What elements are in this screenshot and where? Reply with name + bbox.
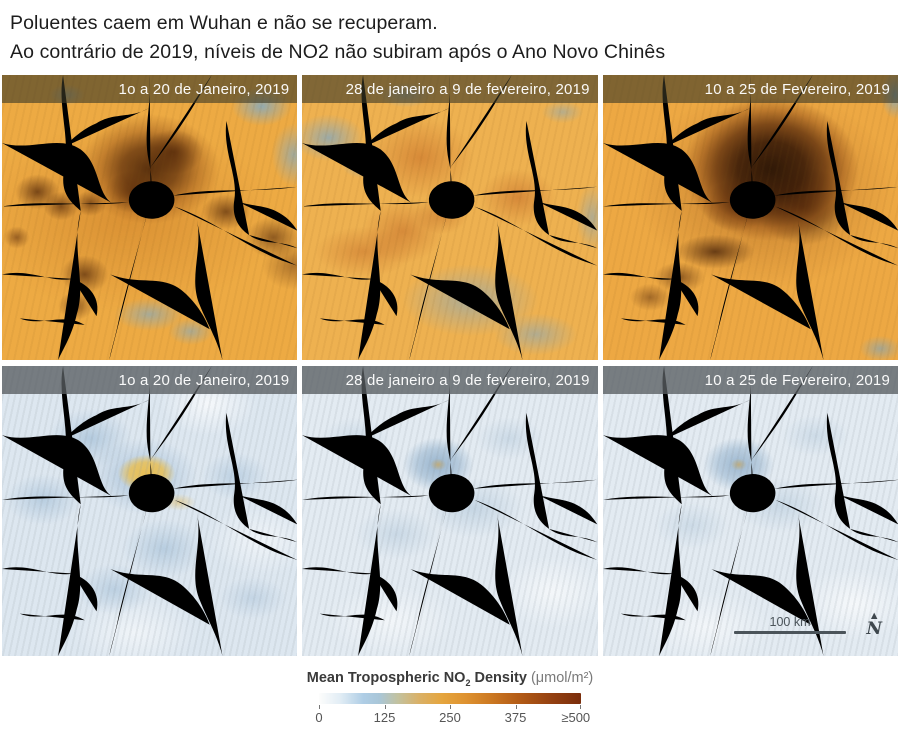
tick-label-0: 0	[315, 709, 323, 725]
map-panel-jan-low: 1o a 20 de Janeiro, 2019	[2, 366, 298, 656]
road-network	[602, 75, 898, 360]
tick-label-125: 125	[373, 709, 396, 725]
panel-date-band: 28 de janeiro a 9 de fevereiro, 2019	[302, 366, 598, 394]
map-panel-feb2-2019-high: 10 a 25 de Fevereiro, 2019	[602, 75, 898, 360]
tick-label-375: 375	[504, 709, 527, 725]
road-network	[302, 366, 598, 656]
panel-date-label: 1o a 20 de Janeiro, 2019	[118, 371, 290, 389]
map-panel-feb-2019-high: 28 de janeiro a 9 de fevereiro, 2019	[302, 75, 598, 360]
tick-label-500: ≥500	[561, 709, 591, 725]
headline-line-1: Poluentes caem em Wuhan e não se recuper…	[10, 12, 438, 34]
colorbar-legend: Mean Tropospheric NO2 Density (μmol/m²) …	[295, 670, 605, 726]
road-network	[2, 366, 298, 656]
map-panel-jan-2019-high: 1o a 20 de Janeiro, 2019	[2, 75, 298, 360]
scale-bar-line	[734, 631, 846, 634]
road-network	[602, 366, 898, 656]
legend-units: (μmol/m²)	[530, 670, 594, 686]
panel-date-label: 1o a 20 de Janeiro, 2019	[118, 80, 290, 98]
panel-date-label: 28 de janeiro a 9 de fevereiro, 2019	[345, 80, 590, 98]
panel-date-band: 28 de janeiro a 9 de fevereiro, 2019	[302, 75, 598, 103]
map-panel-feb-low: 10 a 25 de Fevereiro, 2019 100 km ▲ N	[602, 366, 898, 656]
panel-date-band: 1o a 20 de Janeiro, 2019	[2, 75, 298, 103]
panel-date-band: 10 a 25 de Fevereiro, 2019	[602, 366, 898, 394]
scale-bar: 100 km	[734, 615, 846, 634]
map-panel-janfeb-low: 28 de janeiro a 9 de fevereiro, 2019	[302, 366, 598, 656]
panel-date-label: 10 a 25 de Fevereiro, 2019	[704, 80, 890, 98]
north-label: N	[866, 619, 882, 639]
colorbar-gradient	[319, 692, 581, 704]
panel-date-label: 10 a 25 de Fevereiro, 2019	[704, 371, 890, 389]
no2-map-feb-low	[602, 366, 898, 656]
north-arrow: ▲ N	[866, 611, 882, 638]
headline: Poluentes caem em Wuhan e não se recuper…	[0, 0, 900, 75]
panel-date-band: 1o a 20 de Janeiro, 2019	[2, 366, 298, 394]
panel-date-band: 10 a 25 de Fevereiro, 2019	[602, 75, 898, 103]
colorbar-scale: 0 125 250 375 ≥500	[315, 704, 590, 726]
scale-bar-label: 100 km	[769, 615, 811, 629]
no2-map-jan-low	[2, 366, 298, 656]
road-network	[302, 75, 598, 360]
map-grid: 1o a 20 de Janeiro, 2019 28 de janeiro a…	[0, 75, 900, 656]
panel-date-label: 28 de janeiro a 9 de fevereiro, 2019	[345, 371, 590, 389]
no2-map-janfeb-low	[302, 366, 598, 656]
legend-title: Mean Tropospheric NO2 Density (μmol/m²)	[306, 670, 594, 688]
tick-label-250: 250	[439, 709, 461, 725]
headline-line-2: Ao contrário de 2019, níveis de NO2 não …	[10, 41, 666, 63]
road-network	[2, 75, 298, 360]
north-arrow-icon: ▲	[868, 610, 880, 622]
